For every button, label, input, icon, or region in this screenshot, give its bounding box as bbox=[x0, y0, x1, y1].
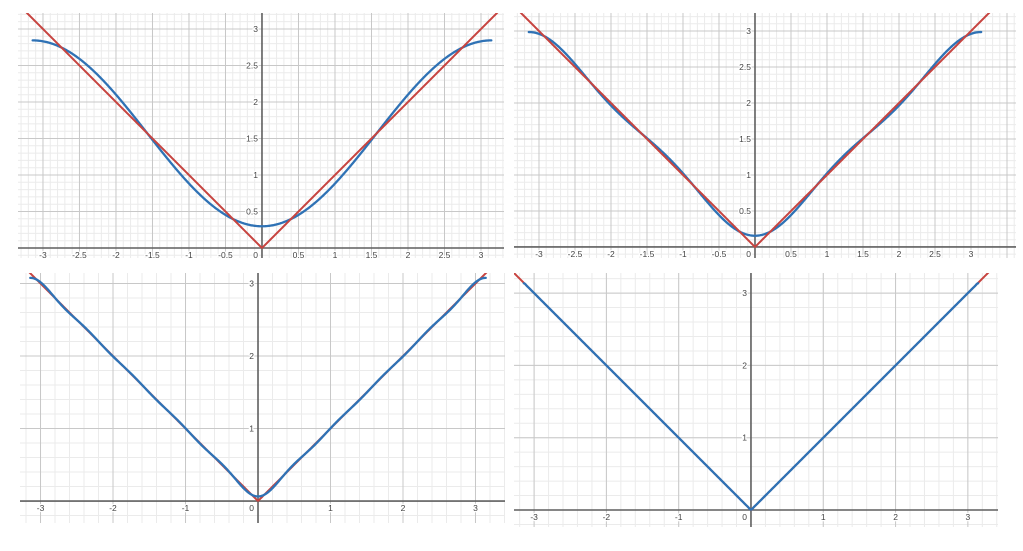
tick-label: 1 bbox=[333, 250, 338, 260]
panel-top-right: -3 -2.5 -2 -1.5 -1 -0.5 0.5 1 1.5 2 2.5 3 0.5 1 1.5 2 2.… bbox=[514, 0, 1023, 260]
fourier-partial-sum-blue bbox=[31, 39, 493, 228]
tick-label: 1 bbox=[825, 249, 830, 259]
tick-label: -2.5 bbox=[568, 249, 583, 259]
fourier-partial-sum-blue bbox=[527, 30, 983, 237]
abs-reference-red bbox=[514, 273, 990, 511]
tick-label: -1 bbox=[182, 503, 190, 513]
tick-label: 1.5 bbox=[739, 134, 751, 144]
tick-label: 2.5 bbox=[246, 60, 258, 70]
panel-top-left: -3 -2.5 -2 -1.5 -1 -0.5 0.5 1 1.5 2 2.5 3 0.5 1 1.5 2 2.… bbox=[0, 0, 507, 260]
tick-label: 0 bbox=[742, 512, 747, 522]
tick-label: 1 bbox=[328, 503, 333, 513]
tick-label: -3 bbox=[530, 512, 538, 522]
tick-label: -1 bbox=[185, 250, 193, 260]
tick-label: 2 bbox=[893, 512, 898, 522]
tick-label: -1.5 bbox=[640, 249, 655, 259]
tick-label: 3 bbox=[253, 24, 258, 34]
panel-bottom-left: -3 -2 -1 1 2 3 1 2 3 0 bbox=[0, 260, 507, 551]
tick-label: 3 bbox=[249, 279, 254, 289]
tick-label: -3 bbox=[39, 250, 47, 260]
tick-label: 1 bbox=[742, 433, 747, 443]
chart-canvas-fourier-1-term[interactable]: -3 -2.5 -2 -1.5 -1 -0.5 0.5 1 1.5 2 2.5 3 0.5 1 1.5 2 2.… bbox=[0, 0, 507, 260]
tick-label: 2 bbox=[897, 249, 902, 259]
tick-label: 3 bbox=[969, 249, 974, 259]
tick-label: 3 bbox=[965, 512, 970, 522]
tick-label: -1.5 bbox=[145, 250, 160, 260]
tick-label: 2.5 bbox=[929, 249, 941, 259]
tick-label: 2.5 bbox=[439, 250, 451, 260]
tick-label: 0.5 bbox=[739, 206, 751, 216]
chart-canvas-fourier-2-terms[interactable]: -3 -2.5 -2 -1.5 -1 -0.5 0.5 1 1.5 2 2.5 3 0.5 1 1.5 2 2.… bbox=[514, 0, 1023, 260]
tick-label: 2.5 bbox=[739, 62, 751, 72]
tick-label: 1 bbox=[249, 424, 254, 434]
tick-label: -2 bbox=[112, 250, 120, 260]
fourier-partial-sum-blue bbox=[29, 276, 487, 498]
tick-label: 0 bbox=[746, 249, 751, 259]
tick-label: -2 bbox=[603, 512, 611, 522]
tick-label: -1 bbox=[679, 249, 687, 259]
tick-label: 2 bbox=[401, 503, 406, 513]
abs-reference-red bbox=[519, 13, 991, 248]
abs-reference-red bbox=[25, 13, 499, 249]
tick-label: 2 bbox=[249, 351, 254, 361]
tick-label: 2 bbox=[746, 98, 751, 108]
tick-label: 0.5 bbox=[785, 249, 797, 259]
tick-label: 1.5 bbox=[857, 249, 869, 259]
tick-label: 3 bbox=[742, 288, 747, 298]
tick-label: 0 bbox=[249, 503, 254, 513]
tick-label: -0.5 bbox=[218, 250, 233, 260]
tick-label: 1.5 bbox=[366, 250, 378, 260]
fourier-partial-sum-blue bbox=[522, 282, 980, 511]
tick-label: 2 bbox=[406, 250, 411, 260]
tick-label: 2 bbox=[253, 97, 258, 107]
tick-label: -3 bbox=[535, 249, 543, 259]
tick-label: 0.5 bbox=[293, 250, 305, 260]
tick-label: 1 bbox=[253, 170, 258, 180]
panel-bottom-right: -3 -2 -1 1 2 3 1 2 3 0 bbox=[514, 260, 1023, 551]
tick-label: 2 bbox=[742, 360, 747, 370]
tick-label: 1 bbox=[821, 512, 826, 522]
tick-label: -2.5 bbox=[72, 250, 87, 260]
chart-canvas-fourier-5-terms[interactable]: -3 -2 -1 1 2 3 1 2 3 0 bbox=[0, 260, 507, 551]
tick-label: -3 bbox=[37, 503, 45, 513]
tick-label: 1.5 bbox=[246, 133, 258, 143]
tick-label: -2 bbox=[607, 249, 615, 259]
tick-label: 3 bbox=[473, 503, 478, 513]
tick-label: 3 bbox=[746, 26, 751, 36]
tick-label: -0.5 bbox=[712, 249, 727, 259]
tick-label: 0.5 bbox=[246, 206, 258, 216]
tick-label: -1 bbox=[675, 512, 683, 522]
tick-label: 0 bbox=[253, 250, 258, 260]
tick-label: 1 bbox=[746, 170, 751, 180]
tick-label: -2 bbox=[109, 503, 117, 513]
chart-canvas-fourier-50-terms[interactable]: -3 -2 -1 1 2 3 1 2 3 0 bbox=[514, 260, 1023, 551]
tick-label: 3 bbox=[479, 250, 484, 260]
